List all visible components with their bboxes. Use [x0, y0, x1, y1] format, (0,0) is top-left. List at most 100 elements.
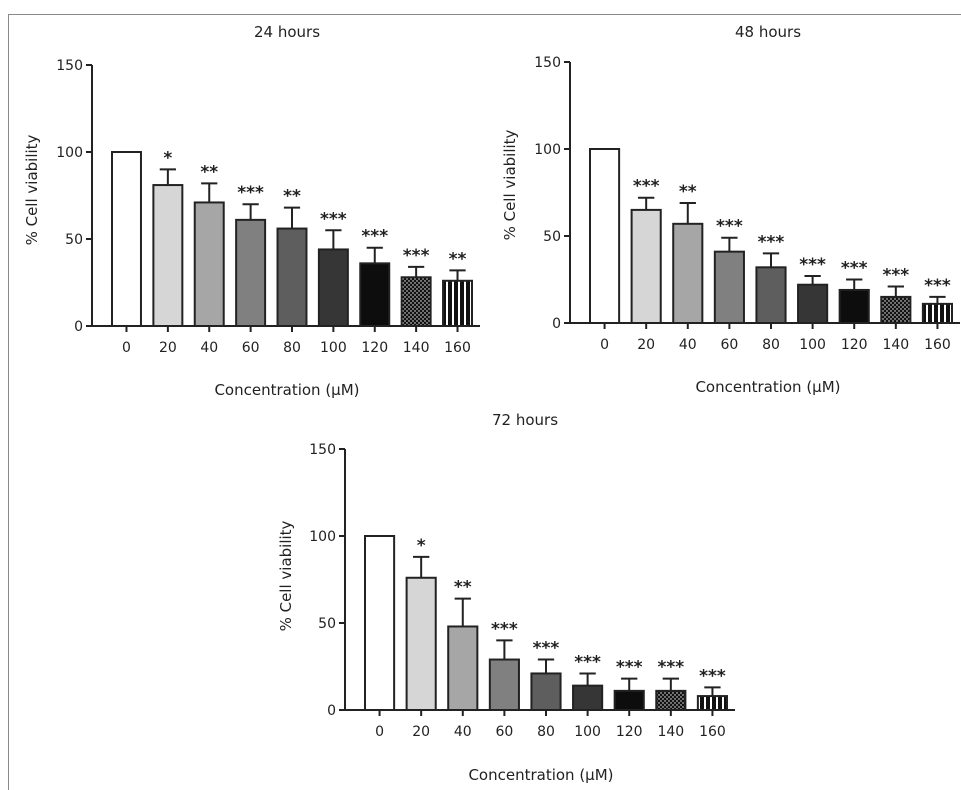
- significance-label: ***: [657, 658, 684, 678]
- x-tick-label: 140: [403, 340, 430, 356]
- x-tick-label: 20: [159, 340, 177, 356]
- significance-label: ***: [237, 183, 264, 203]
- x-tick-label: 60: [720, 337, 738, 353]
- significance-label: ***: [841, 259, 868, 279]
- y-axis-label: % Cell viability: [23, 134, 41, 245]
- significance-label: ***: [320, 209, 347, 229]
- x-tick-label: 40: [200, 340, 218, 356]
- bar: [713, 250, 745, 324]
- bar: [613, 689, 645, 711]
- bar: [193, 201, 225, 328]
- bar: [364, 535, 396, 711]
- bar: [797, 283, 829, 324]
- chart-title: 72 hours: [492, 411, 558, 429]
- significance-label: ***: [758, 232, 785, 252]
- x-tick-label: 0: [600, 337, 609, 353]
- x-tick-label: 100: [320, 340, 347, 356]
- x-tick-label: 60: [495, 724, 513, 740]
- bar: [317, 248, 349, 327]
- significance-label: ***: [799, 255, 826, 275]
- x-axis-label: Concentration (µM): [214, 381, 359, 399]
- x-tick-label: 80: [762, 337, 780, 353]
- y-tick-label: 150: [309, 442, 336, 458]
- x-tick-label: 120: [361, 340, 388, 356]
- significance-label: ***: [633, 177, 660, 197]
- significance-label: **: [449, 249, 467, 269]
- significance-label: ***: [491, 619, 518, 639]
- x-tick-label: 100: [574, 724, 601, 740]
- x-tick-label: 140: [657, 724, 684, 740]
- bar: [400, 276, 432, 327]
- y-tick-label: 150: [56, 58, 83, 74]
- x-tick-label: 40: [679, 337, 697, 353]
- x-tick-label: 20: [637, 337, 655, 353]
- significance-label: ***: [574, 652, 601, 672]
- significance-label: *: [417, 536, 426, 556]
- significance-label: ***: [533, 639, 560, 659]
- x-tick-label: 160: [444, 340, 471, 356]
- y-axis-label: % Cell viability: [501, 129, 519, 240]
- y-tick-label: 50: [318, 616, 336, 632]
- bar: [921, 302, 953, 324]
- x-tick-label: 120: [616, 724, 643, 740]
- y-tick-label: 100: [534, 142, 561, 158]
- significance-label: ***: [882, 265, 909, 285]
- x-tick-label: 0: [375, 724, 384, 740]
- y-tick-label: 50: [543, 229, 561, 245]
- bar: [630, 208, 662, 324]
- significance-label: ***: [403, 246, 430, 266]
- x-tick-label: 40: [454, 724, 472, 740]
- significance-label: *: [163, 148, 172, 168]
- bar: [880, 295, 912, 324]
- bar: [359, 262, 391, 327]
- bar: [276, 227, 308, 327]
- significance-label: **: [283, 187, 301, 207]
- y-tick-label: 50: [65, 232, 83, 248]
- chart-48-hours: 48 hours % Cell viability Concentration …: [501, 23, 960, 396]
- chart-72-hours: 72 hours % Cell viability Concentration …: [277, 411, 735, 784]
- x-tick-label: 80: [283, 340, 301, 356]
- y-tick-label: 100: [56, 145, 83, 161]
- bar: [696, 695, 728, 712]
- bar: [488, 658, 520, 711]
- bar: [442, 279, 474, 328]
- x-tick-label: 140: [882, 337, 909, 353]
- significance-label: ***: [699, 666, 726, 686]
- y-tick-label: 0: [74, 319, 83, 335]
- bar: [655, 689, 687, 711]
- significance-label: ***: [924, 276, 951, 296]
- x-tick-label: 160: [924, 337, 951, 353]
- bar: [447, 625, 479, 711]
- bar: [405, 576, 437, 712]
- y-tick-label: 0: [552, 316, 561, 332]
- y-tick-label: 100: [309, 529, 336, 545]
- bar: [111, 151, 142, 327]
- chart-24-hours: 24 hours % Cell viability Concentration …: [23, 23, 480, 399]
- bar: [755, 266, 787, 325]
- x-tick-label: 160: [699, 724, 726, 740]
- x-tick-label: 0: [122, 340, 131, 356]
- chart-title: 48 hours: [735, 23, 801, 41]
- bar: [152, 184, 184, 327]
- y-axis-label: % Cell viability: [277, 520, 295, 631]
- y-tick-label: 0: [327, 703, 336, 719]
- bar: [530, 672, 562, 712]
- x-tick-label: 20: [412, 724, 430, 740]
- significance-label: **: [200, 162, 218, 182]
- significance-label: **: [679, 182, 697, 202]
- x-axis-label: Concentration (µM): [468, 766, 613, 784]
- significance-label: ***: [716, 217, 743, 237]
- bar: [235, 218, 267, 327]
- x-tick-label: 120: [841, 337, 868, 353]
- chart-title: 24 hours: [254, 23, 320, 41]
- x-tick-label: 100: [799, 337, 826, 353]
- significance-label: ***: [361, 227, 388, 247]
- bar: [672, 222, 704, 325]
- x-axis-label: Concentration (µM): [695, 378, 840, 396]
- significance-label: **: [454, 578, 472, 598]
- bar: [838, 288, 870, 325]
- significance-label: ***: [616, 658, 643, 678]
- x-tick-label: 60: [242, 340, 260, 356]
- y-tick-label: 150: [534, 55, 561, 71]
